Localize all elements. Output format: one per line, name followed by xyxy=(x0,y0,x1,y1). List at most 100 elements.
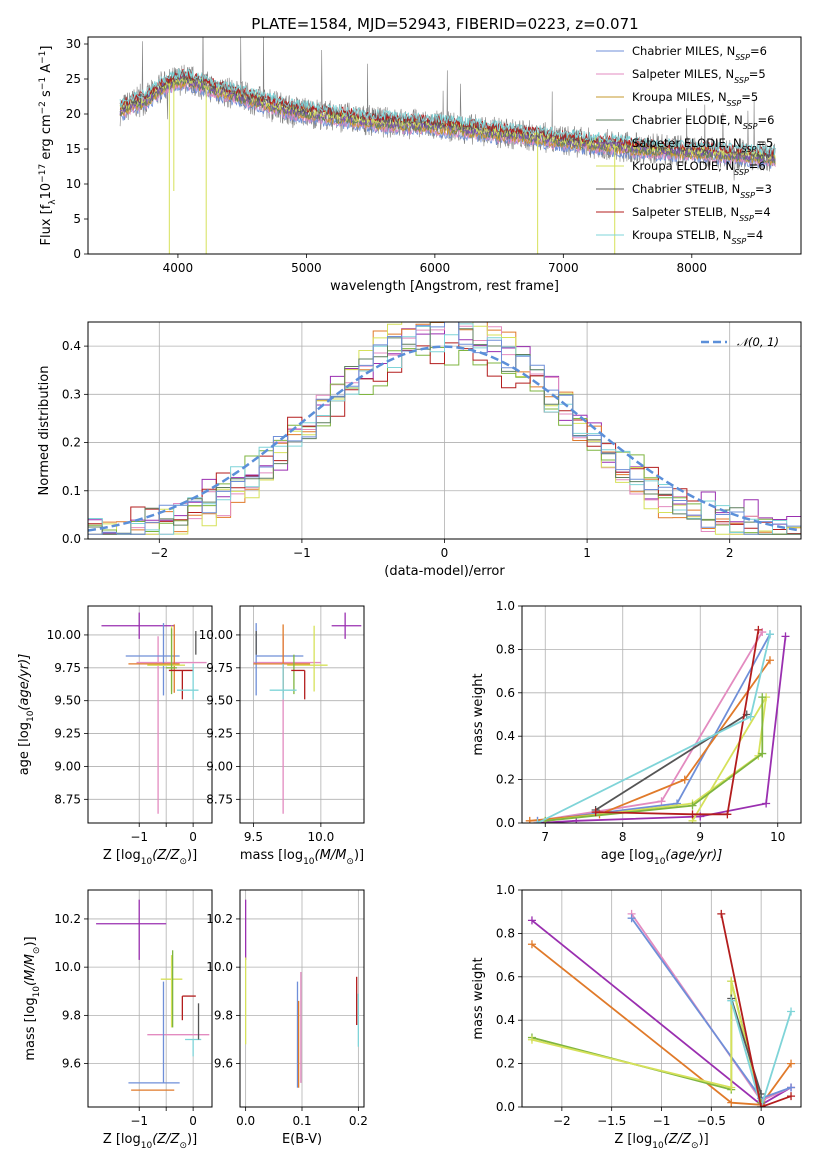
x-tick-label: 1 xyxy=(583,546,591,560)
x-tick-label: 8000 xyxy=(677,261,708,275)
text-part: 10 xyxy=(141,1141,153,1151)
y-tick-label: 25 xyxy=(66,72,81,86)
legend-nssp: =4 xyxy=(754,205,771,219)
residual-histogram xyxy=(88,322,801,535)
plot-area xyxy=(96,899,210,1091)
panel-spectrum: 4000 5000 6000 7000 8000 0 5 10 15 20 25 30 waveleng… xyxy=(38,36,802,294)
x-tick-label: 0.0 xyxy=(236,1114,255,1128)
x-tick-label: 0 xyxy=(757,1114,765,1128)
mass-weight-line xyxy=(720,913,792,1107)
y-tick-label: 0.1 xyxy=(62,484,81,498)
legend-nssp: =6 xyxy=(758,113,775,127)
y-tick-label: 1.0 xyxy=(496,883,515,897)
mass-weight-line xyxy=(595,713,748,811)
x-tick-label: 7 xyxy=(541,830,549,844)
mass-weight-marker xyxy=(525,816,534,823)
x-axis-label: (data-model)/error xyxy=(384,564,505,579)
y-tick-label: 9.50 xyxy=(206,694,233,708)
text-part: Z [log xyxy=(103,848,141,863)
legend-series-name: Chabrier ELODIE, N xyxy=(632,113,743,127)
text-part: 10 xyxy=(303,857,315,867)
x-tick-label: 0 xyxy=(189,830,197,844)
mass-weight-marker xyxy=(787,1007,796,1016)
mass-weight-marker xyxy=(766,656,774,665)
legend-sub: SSP xyxy=(734,168,749,177)
legend-label: Chabrier ELODIE, NSSP=6 xyxy=(632,113,774,131)
x-tick-label: 0.2 xyxy=(349,1114,368,1128)
legend-label: Chabrier MILES, NSSP=6 xyxy=(632,44,767,62)
y-tick-label: 9.8 xyxy=(214,1008,233,1022)
y-tick-label: 10.0 xyxy=(206,960,233,974)
panel-residuals: −2 −1 0 1 2 0.0 0.1 0.2 0.3 0.4 (data-model)/error… xyxy=(37,321,802,579)
y-tick-label: 9.00 xyxy=(54,759,81,773)
x-tick-label: −1 xyxy=(130,1114,148,1128)
y-tick-label: 9.25 xyxy=(54,727,81,741)
mass-weight-marker xyxy=(758,749,767,758)
mass-weight-line xyxy=(730,998,762,1095)
y-tick-label: 10.00 xyxy=(199,628,233,642)
panel-mass-weight-vs-Z: −2 −1.5 −1 −0.5 0 0.0 0.2 0.4 0.6 0.8 1.0 Z [log10(… xyxy=(471,883,802,1151)
mass-weight-marker xyxy=(533,819,542,823)
legend-sub: SSP xyxy=(735,53,750,62)
y-tick-label: 0 xyxy=(73,247,81,261)
text-part: λ xyxy=(48,199,58,205)
axes-frame xyxy=(521,889,802,1108)
x-tick-label: −1.5 xyxy=(597,1114,626,1128)
legend-nssp: =3 xyxy=(755,182,772,196)
x-tick-label: 7000 xyxy=(548,261,579,275)
y-tick-label: 0.4 xyxy=(496,729,515,743)
y-axis-label: mass weight xyxy=(471,957,486,1039)
y-tick-label: 9.6 xyxy=(214,1057,233,1071)
text-part: 10 xyxy=(39,183,54,200)
legend-label: Salpeter MILES, NSSP=5 xyxy=(632,67,766,85)
x-tick-label: 10 xyxy=(770,830,785,844)
legend-series-name: Kroupa MILES, N xyxy=(632,90,727,104)
mass-weight-marker xyxy=(781,632,790,641)
axes-frame xyxy=(87,605,213,824)
mass-weight-marker xyxy=(680,775,689,784)
text-part: (Z/Z xyxy=(152,848,180,863)
mass-weight-marker xyxy=(787,1092,796,1101)
y-tick-label: 20 xyxy=(66,107,81,121)
mass-weight-marker xyxy=(727,1083,736,1092)
x-tick-label: 0 xyxy=(189,1114,197,1128)
text-part: 10 xyxy=(32,986,42,998)
plot-area xyxy=(525,625,790,823)
legend-series-name: Salpeter STELIB, N xyxy=(632,205,739,219)
x-axis-label: Z [log10(Z/Z⊙)] xyxy=(103,1132,197,1151)
y-tick-label: 9.50 xyxy=(54,694,81,708)
x-axis-label: wavelength [Angstrom, rest frame] xyxy=(330,279,559,294)
text-part: age [log xyxy=(601,848,654,863)
x-tick-label: 0 xyxy=(441,546,449,560)
legend-sub: SSP xyxy=(732,237,747,246)
y-tick-label: 30 xyxy=(66,37,81,51)
mass-weight-marker xyxy=(688,810,697,819)
mass-weight-marker xyxy=(527,916,536,925)
legend-series-name: Kroupa STELIB, N xyxy=(632,228,732,242)
y-axis-label: age [log10(age/yr)] xyxy=(17,654,36,776)
x-tick-label: −1 xyxy=(653,1114,671,1128)
x-tick-label: 5000 xyxy=(291,261,322,275)
text-part: )] xyxy=(187,1132,197,1147)
mass-weight-marker xyxy=(787,1083,796,1092)
text-part: age [log xyxy=(17,722,32,775)
legend-nssp: =6 xyxy=(749,159,766,173)
mass-weight-line xyxy=(537,633,771,823)
text-part: mass [log xyxy=(23,997,38,1060)
axes-frame xyxy=(521,605,802,824)
text-part: )] xyxy=(699,1132,709,1147)
x-tick-label: −2 xyxy=(150,546,168,560)
text-part: ⊙ xyxy=(179,1141,187,1151)
y-tick-label: 0.2 xyxy=(496,1057,515,1071)
y-tick-label: 10.0 xyxy=(54,960,81,974)
legend-nssp: =5 xyxy=(741,90,758,104)
axes-frame xyxy=(87,36,802,255)
mass-weight-marker xyxy=(758,693,767,702)
mass-weight-marker xyxy=(591,808,600,817)
y-tick-label: 0.4 xyxy=(62,339,81,353)
mass-weight-marker xyxy=(754,625,763,634)
text-part: )] xyxy=(187,848,197,863)
